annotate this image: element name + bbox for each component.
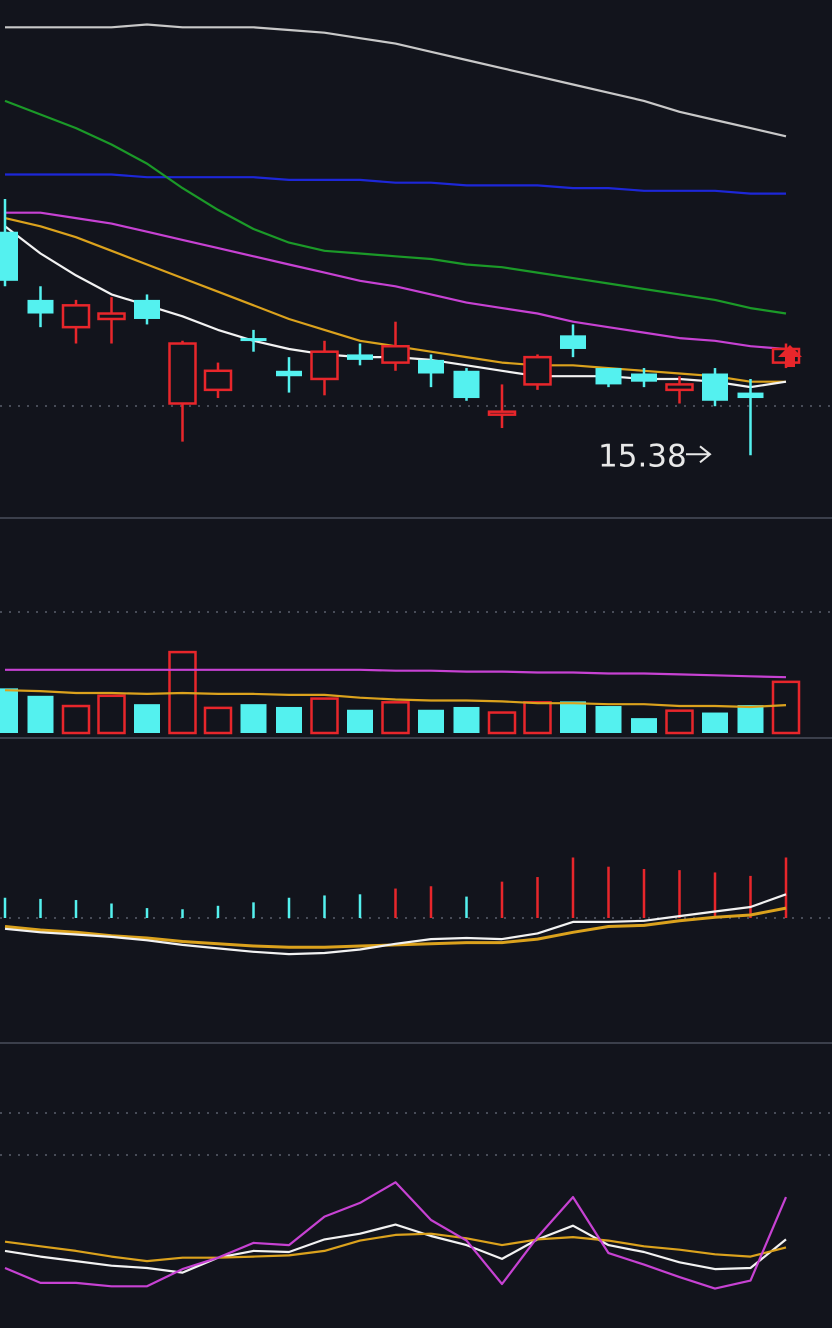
candle-body xyxy=(453,370,480,399)
candlestick xyxy=(310,340,339,396)
candle-body xyxy=(523,355,552,386)
current-price-arrow-icon xyxy=(778,344,802,367)
volume-bar xyxy=(487,711,517,735)
volume-bar xyxy=(665,709,694,735)
candlestick xyxy=(631,368,657,388)
volume-bar xyxy=(310,697,339,735)
volume-bar xyxy=(453,706,480,733)
candle-body xyxy=(665,383,694,392)
volume-bar xyxy=(381,701,410,735)
candlestick xyxy=(418,354,444,388)
volume-bar xyxy=(240,704,267,733)
kdj-j-line xyxy=(4,1181,788,1290)
candle-body xyxy=(134,299,160,319)
low-price-annotation: 15.38 xyxy=(598,438,712,474)
candle-body xyxy=(27,299,54,314)
candle-body xyxy=(560,335,586,349)
price-ma20-line xyxy=(5,211,787,351)
price-ma30-line xyxy=(4,99,787,315)
candlestick xyxy=(27,286,54,328)
volume-bar xyxy=(771,680,801,735)
volume-bar xyxy=(27,695,54,733)
kdj-d-line xyxy=(4,1232,787,1263)
candlestick xyxy=(347,343,373,366)
candle-body xyxy=(487,410,517,416)
volume-ma10-line xyxy=(4,689,787,709)
volume-bar xyxy=(276,706,302,733)
candle-body xyxy=(203,369,233,392)
volume-bar xyxy=(347,709,373,733)
volume-bar xyxy=(560,701,586,733)
candle-body xyxy=(61,304,91,329)
volume-bar xyxy=(523,701,552,735)
volume-bar xyxy=(0,688,18,733)
candlestick xyxy=(61,299,91,344)
candlestick xyxy=(134,294,160,325)
candle-body xyxy=(310,350,339,381)
candle-body xyxy=(168,342,197,405)
candlestick xyxy=(523,354,552,390)
volume-bar xyxy=(595,706,622,733)
volume-ma20-line xyxy=(5,668,787,679)
candlestick xyxy=(665,376,694,404)
candlestick xyxy=(737,378,764,456)
candle-body xyxy=(631,373,657,382)
volume-bar xyxy=(702,712,728,733)
candlestick xyxy=(560,324,586,358)
low-price-label: 15.38 xyxy=(598,438,687,474)
volume-bar xyxy=(737,705,764,733)
volume-bar xyxy=(418,709,444,733)
volume-panel xyxy=(0,650,801,735)
candlestick xyxy=(595,368,622,388)
low-price-arrow xyxy=(686,445,712,464)
candlestick xyxy=(453,368,480,401)
candle-body xyxy=(240,338,267,342)
candle-body xyxy=(737,392,764,399)
candlestick xyxy=(203,362,233,399)
volume-bar xyxy=(134,704,160,733)
candle-body xyxy=(97,312,126,321)
candlestick xyxy=(381,321,410,371)
macd-dif-line xyxy=(4,893,787,956)
candlestick xyxy=(97,297,126,344)
candlestick xyxy=(276,357,302,393)
price-ma120-line xyxy=(5,23,787,138)
price-ma60-line xyxy=(5,173,786,195)
candlestick xyxy=(240,329,267,352)
candlestick xyxy=(702,368,728,407)
candle-body xyxy=(276,370,302,377)
volume-bar xyxy=(61,704,91,735)
candlestick xyxy=(487,384,517,429)
candlestick xyxy=(0,199,18,287)
price-panel xyxy=(0,23,801,456)
kdj-panel xyxy=(4,1181,788,1290)
candlestick xyxy=(168,340,197,442)
candle-body xyxy=(381,344,410,364)
current-price-marker xyxy=(778,344,802,367)
volume-bar xyxy=(631,718,657,733)
candle-body xyxy=(0,231,18,281)
volume-bar xyxy=(203,706,233,735)
volume-bar xyxy=(97,694,126,735)
candle-body xyxy=(702,373,728,401)
candle-body xyxy=(347,354,373,360)
candle-body xyxy=(418,359,444,374)
kdj-k-line xyxy=(4,1223,787,1274)
macd-panel xyxy=(3,857,788,956)
candle-body xyxy=(595,368,622,385)
